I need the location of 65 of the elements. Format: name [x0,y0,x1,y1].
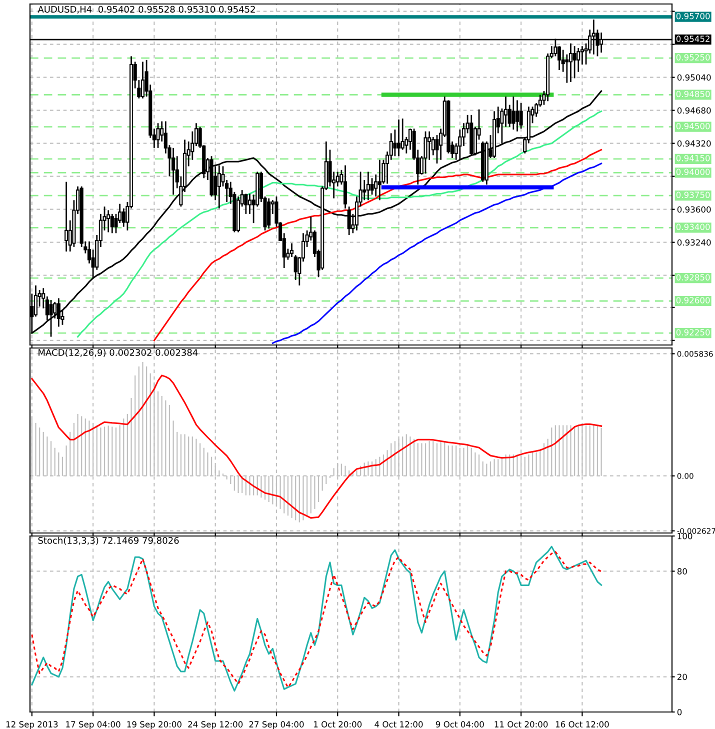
candlestick [172,147,176,196]
x-tick-label: 4 Oct 12:00 [374,721,423,728]
candlestick [267,198,271,230]
x-tick-label: 1 Oct 20:00 [314,721,362,728]
candlestick [110,213,114,234]
x-tick-label: 17 Sep 04:00 [66,721,120,729]
y-tick-label: 20 [677,674,687,680]
candlestick [424,130,428,174]
x-tick-label: 12 Sep 2013 [6,721,58,729]
x-tick-label: 19 Sep 20:00 [127,721,182,729]
y-tick-label: 0.94680 [677,107,711,114]
y-tick-label: 0.95040 [677,74,711,81]
candlestick [156,122,160,149]
x-tick-label: 11 Oct 20:00 [494,721,548,728]
candlestick [515,100,520,132]
x-tick-label: 27 Sep 04:00 [249,721,304,729]
ref-line-label: 0.93400 [676,224,710,230]
ref-line-label: 0.94500 [676,122,710,130]
ref-line-label: 0.95700 [676,12,710,20]
candlestick [248,193,252,215]
ref-line-label: 0.95250 [676,54,710,60]
candlestick [519,102,523,130]
x-tick-label: 9 Oct 04:00 [436,721,484,728]
candlestick [396,118,401,157]
y-tick-label: 80 [677,568,687,574]
ref-line-label: 0.92850 [676,274,710,280]
chart-title: AUDUSD,H4 0.95402 0.95528 0.95310 0.95452 [38,6,255,14]
ref-line-label: 0.94000 [676,168,710,176]
candlestick [512,96,516,130]
x-tick-label: 24 Sep 12:00 [188,721,243,729]
candlestick [56,298,60,328]
candlestick [140,61,145,100]
candlestick [370,177,374,196]
line-series [272,162,602,344]
candlestick [217,164,221,210]
candlestick [366,171,370,201]
ref-line-label: 0.93750 [676,192,710,198]
candlestick [343,164,348,210]
ref-line-label: 0.94850 [676,90,710,98]
candlestick [122,208,126,228]
x-tick-label: 16 Oct 12:00 [556,721,609,728]
candlestick [106,210,110,233]
candlestick [568,42,573,83]
chart-title: MACD(12,26,9) 0.002302 0.002384 [38,348,198,357]
ref-line-label: 0.92600 [676,297,710,304]
ref-line-label: 0.95452 [676,36,710,42]
candlestick [244,193,248,215]
y-tick-label: 100 [678,532,692,540]
candlestick [393,128,397,157]
ref-line-label: 0.94150 [676,155,710,162]
chart-title: Stoch(13,3,3) 72.1469 79.8026 [38,536,179,545]
line-series [31,374,602,519]
candlestick [572,45,576,79]
candlestick [64,181,68,252]
ref-line-label: 0.92250 [676,329,710,336]
y-tick-label: 0 [677,708,682,716]
candlestick [565,54,569,84]
candlestick [378,159,382,201]
candlestick [347,206,351,236]
y-tick-label: 0.93240 [677,239,711,246]
y-tick-label: 0.93600 [677,206,711,213]
y-tick-label: 0.94320 [677,140,711,147]
line-series [77,110,602,338]
candlestick [428,130,432,161]
line-series [153,148,602,342]
